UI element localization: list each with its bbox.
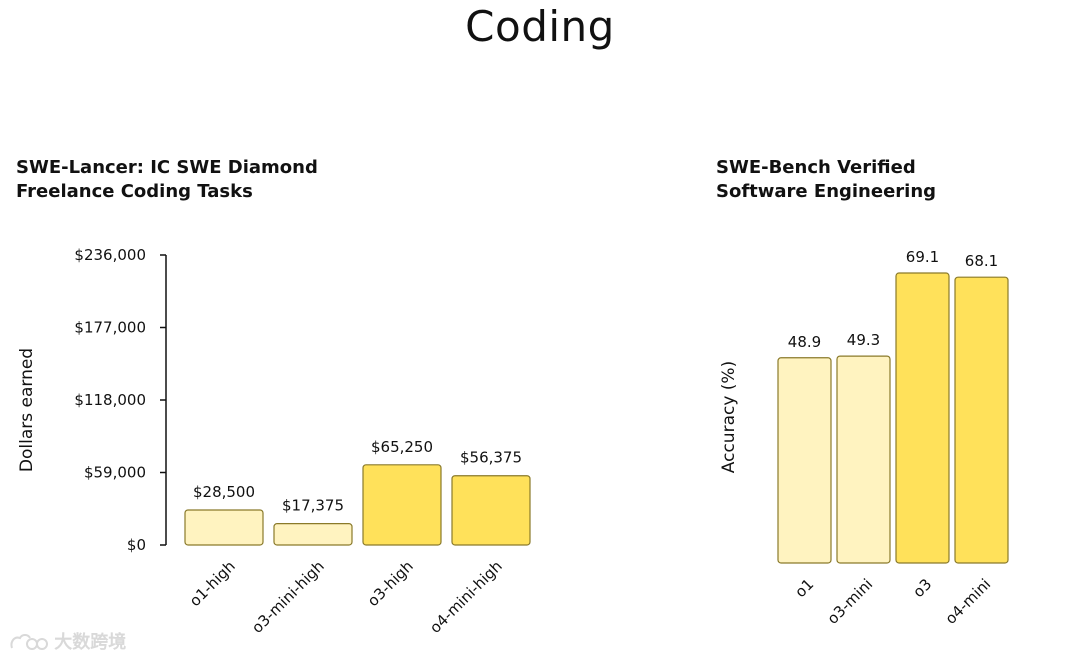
data-label-o3: 69.1 [906,248,939,266]
swe-lancer-bar-chart: $0 $59,000 $118,000 $177,000 $236,000 Dollars… [17,246,531,637]
bar-o4-mini-high [451,475,531,546]
y-axis-label: Dollars earned [17,348,37,472]
y-tick-label: $236,000 [74,246,146,264]
swe-bench-chart-title: SWE-Bench Verified Software Engineering [716,156,936,204]
watermark: 大数跨境 [8,628,126,654]
x-tick-label-o1: o1 [791,575,817,601]
bar-o1-high [184,509,264,546]
y-tick-label: $59,000 [84,464,146,482]
y-axis-label: Accuracy (%) [719,361,739,473]
bar-o3-mini [836,355,891,564]
data-label-o4-mini-high: $56,375 [460,449,522,467]
data-label-o3-high: $65,250 [371,438,433,456]
swe-lancer-title-line-2: Freelance Coding Tasks [16,181,253,202]
bar-o3-mini-high [273,523,353,546]
swe-lancer-chart-title: SWE-Lancer: IC SWE Diamond Freelance Cod… [16,156,318,204]
bar-o3-high [362,464,442,546]
y-tick-label: $177,000 [74,319,146,337]
data-label-o3-mini-high: $17,375 [282,497,344,515]
swe-lancer-title-line-1: SWE-Lancer: IC SWE Diamond [16,157,318,178]
data-label-o1: 48.9 [788,333,821,351]
watermark-text: 大数跨境 [54,632,127,653]
bar-o1 [777,357,832,564]
watermark-logo-icon [8,632,48,654]
swe-bench-title-line-2: Software Engineering [716,181,937,202]
data-label-o3-mini: 49.3 [847,331,880,349]
page-title: Coding [465,2,615,51]
x-tick-label-o4-mini: o4-mini [942,575,995,628]
data-label-o4-mini: 68.1 [965,252,998,270]
bar-o4-mini [954,276,1009,564]
x-tick-label-o3: o3 [909,575,935,601]
y-tick-label: $0 [127,536,146,554]
x-tick-label-o3-mini: o3-mini [824,575,877,628]
y-tick-label: $118,000 [74,391,146,409]
bar-o3 [895,272,950,564]
swe-bench-title-line-1: SWE-Bench Verified [716,157,916,178]
data-label-o1-high: $28,500 [193,483,255,501]
